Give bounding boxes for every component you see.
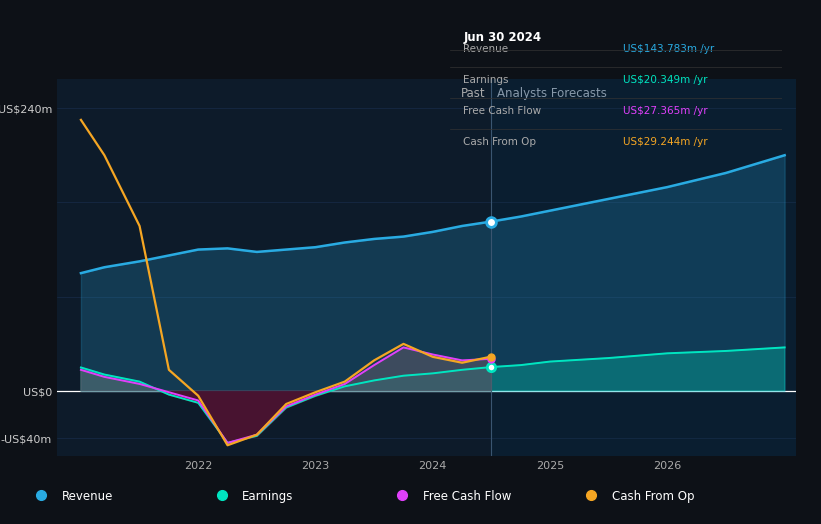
Text: Jun 30 2024: Jun 30 2024 — [463, 31, 541, 44]
Text: US$27.365m /yr: US$27.365m /yr — [623, 106, 708, 116]
Text: Revenue: Revenue — [463, 44, 508, 54]
Text: Earnings: Earnings — [463, 75, 509, 85]
Text: Free Cash Flow: Free Cash Flow — [423, 490, 511, 503]
Text: US$20.349m /yr: US$20.349m /yr — [623, 75, 708, 85]
Text: Past: Past — [461, 87, 485, 100]
Text: US$143.783m /yr: US$143.783m /yr — [623, 44, 714, 54]
Text: Analysts Forecasts: Analysts Forecasts — [498, 87, 608, 100]
Text: Revenue: Revenue — [62, 490, 113, 503]
Text: Free Cash Flow: Free Cash Flow — [463, 106, 541, 116]
Text: US$29.244m /yr: US$29.244m /yr — [623, 137, 708, 147]
Text: Cash From Op: Cash From Op — [463, 137, 536, 147]
Bar — [492, 79, 796, 456]
Text: Earnings: Earnings — [242, 490, 294, 503]
Text: Cash From Op: Cash From Op — [612, 490, 694, 503]
